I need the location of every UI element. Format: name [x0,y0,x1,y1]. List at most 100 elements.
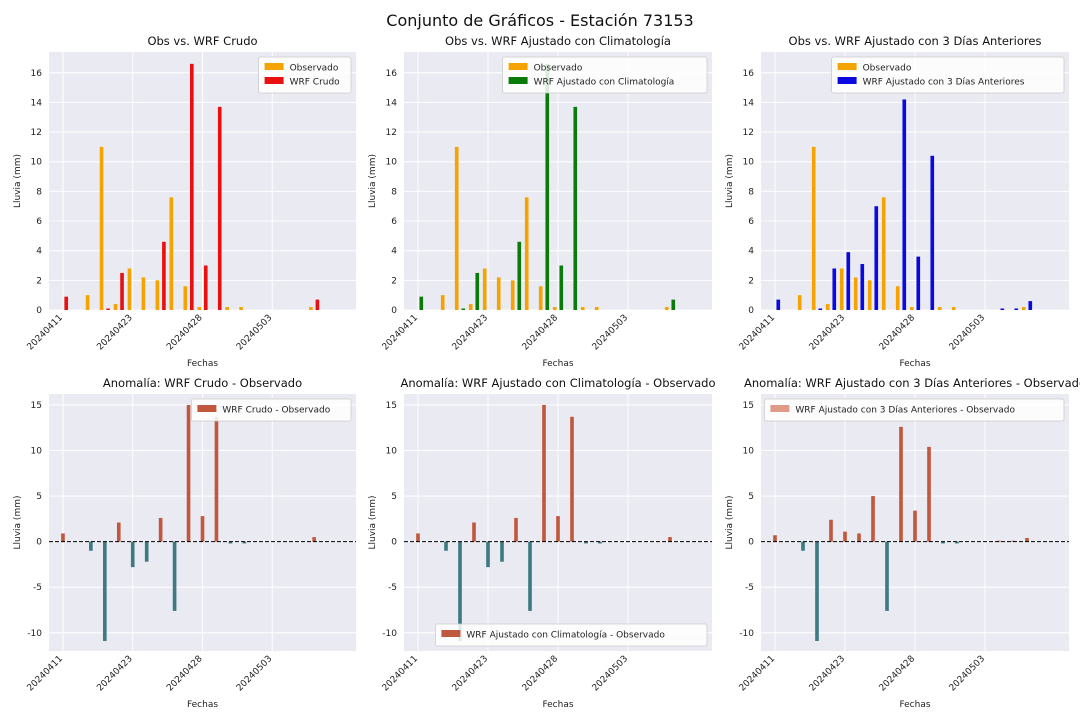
chart-title: Anomalía: WRF Crudo - Observado [103,376,302,390]
bar [559,265,564,310]
bar [1021,307,1026,310]
bar [217,106,222,310]
bar [528,541,532,611]
bar [510,280,515,310]
y-tick-label: 12 [743,128,754,138]
x-tick-label: 20240411 [738,313,777,352]
bar [909,307,914,310]
bar [853,277,858,310]
legend-box [434,623,708,647]
legend-swatch [837,77,857,84]
bar [839,268,844,310]
bar [951,307,956,310]
bar [312,537,316,542]
y-axis-label: Lluvia (mm) [13,496,23,550]
legend-label: WRF Crudo [290,78,341,88]
y-tick-label: 0 [36,538,42,548]
y-tick-label: 10 [31,447,43,457]
bar [867,280,872,310]
bar [902,99,907,310]
bar [486,541,490,568]
bar [144,541,149,562]
bar [61,533,65,542]
bar [927,446,931,542]
legend-label: Observado [290,64,339,74]
legend-swatch [508,63,528,70]
chart-title: Anomalía: WRF Ajustado con Climatología … [400,376,715,390]
bar [1028,301,1033,310]
x-tick-label: 20240411 [738,654,777,693]
bar [500,541,504,562]
x-tick-label: 20240503 [948,313,987,352]
x-axis-label: Fechas [542,700,573,710]
x-tick-label: 20240411 [381,313,420,352]
y-tick-label: 5 [391,492,397,502]
bar [444,541,448,551]
y-tick-label: 8 [391,187,397,197]
legend-label: WRF Ajustado con 3 Días Anteriores [863,78,1025,88]
bar [941,541,945,544]
y-tick-label: 2 [36,276,42,286]
bar [169,197,174,310]
bar [545,63,550,310]
y-tick-label: 15 [386,401,397,411]
x-tick-label: 20240423 [95,313,134,352]
y-tick-label: 5 [36,492,42,502]
bar [242,541,247,544]
bar [89,541,93,551]
bar [801,541,805,551]
chart-title: Obs vs. WRF Ajustado con 3 Días Anterior… [789,34,1042,48]
x-tick-label: 20240423 [451,654,490,693]
bar [440,295,445,310]
bar [584,541,588,544]
bar [419,296,424,310]
bar [64,296,69,310]
bar [458,541,462,641]
bar [468,304,473,310]
x-tick-label: 20240423 [451,313,490,352]
y-tick-label: 10 [386,447,398,457]
y-axis-label: Lluvia (mm) [725,154,735,208]
bar [598,541,602,544]
bar [871,496,875,542]
bar [116,522,121,542]
legend-label: WRF Ajustado con Climatología - Observad… [466,631,665,641]
x-tick-label: 20240428 [521,313,561,353]
y-tick-label: -10 [739,629,754,639]
bar [197,307,202,310]
chart-title: Obs vs. WRF Crudo [147,34,257,48]
y-tick-label: 6 [36,217,42,227]
y-axis-label: Lluvia (mm) [725,496,735,550]
legend-swatch [441,630,461,637]
legend-box [258,56,352,94]
bar [225,307,229,310]
bar [228,541,233,544]
figure-suptitle: Conjunto de Gráficos - Estación 73153 [386,11,693,30]
chart-panel-6: -10 -5 0 5 10 15 20240411 20240423 20240428 20240… [725,376,1080,710]
y-tick-label: 8 [748,187,754,197]
bar [141,277,146,310]
bar [85,295,90,310]
y-tick-label: 12 [386,128,397,138]
bar [158,517,163,542]
y-tick-label: 16 [743,69,755,79]
y-tick-label: 0 [748,306,754,316]
y-tick-label: 2 [391,276,397,286]
y-tick-label: 14 [31,98,43,108]
legend: Observado WRF Ajustado con Climatología [502,56,708,94]
y-axis-label: Lluvia (mm) [13,154,23,208]
y-tick-label: -5 [388,583,397,593]
y-tick-label: 2 [748,276,754,286]
bar [200,516,205,542]
bar [885,541,889,611]
y-tick-label: 8 [36,187,42,197]
bar [818,308,823,310]
bar [797,295,802,310]
bar [930,155,935,310]
y-axis-label: Lluvia (mm) [368,496,378,550]
x-tick-label: 20240428 [165,654,205,694]
bar [416,533,420,542]
bar [843,531,847,542]
